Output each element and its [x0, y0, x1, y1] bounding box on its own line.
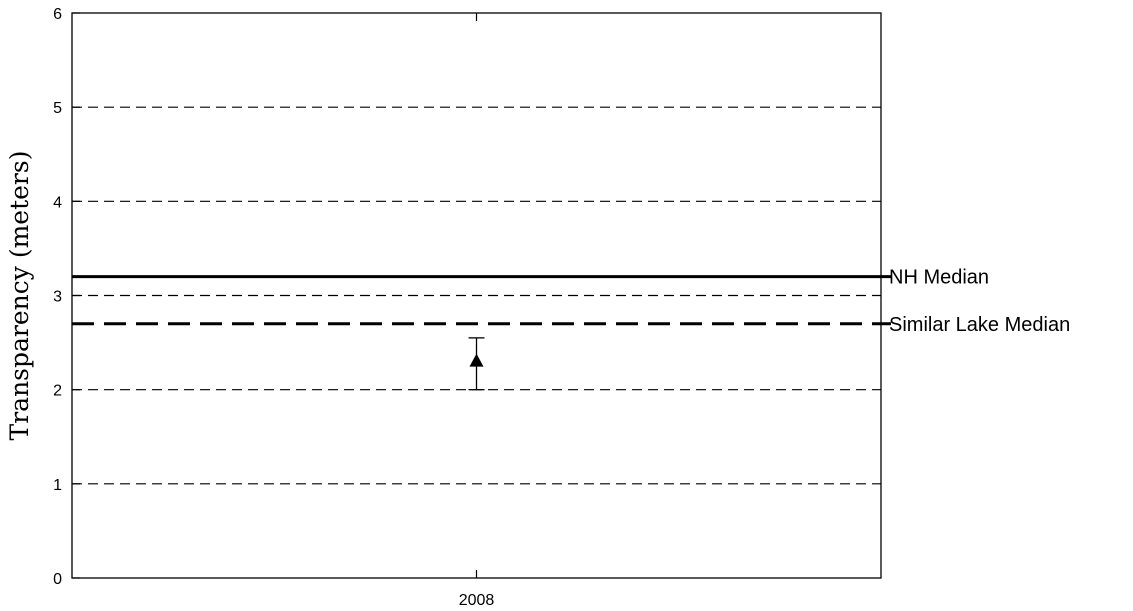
reference-lines: NH Median Similar Lake Median: [72, 267, 1070, 336]
reference-label-nh-median: NH Median: [889, 267, 989, 289]
x-tick-label-2008: 2008: [459, 592, 495, 609]
y-tick-label-4: 4: [53, 194, 62, 211]
grid-lines: [72, 106, 881, 485]
y-tick-label-2: 2: [53, 383, 62, 400]
y-tick-label-0: 0: [53, 571, 62, 588]
y-tick-label-6: 6: [53, 6, 62, 23]
y-tick-label-1: 1: [53, 477, 62, 494]
y-axis-ticks: 0 1 2 3 4 5 6: [53, 6, 80, 588]
x-axis-ticks: 2008: [459, 13, 495, 609]
y-tick-label-3: 3: [53, 289, 62, 306]
data-point-triangle: [469, 353, 484, 367]
y-axis-title: Transparency (meters): [5, 151, 34, 441]
data-marks: [468, 337, 485, 391]
y-tick-label-5: 5: [53, 100, 62, 117]
reference-label-similar-lake-median: Similar Lake Median: [889, 314, 1070, 336]
